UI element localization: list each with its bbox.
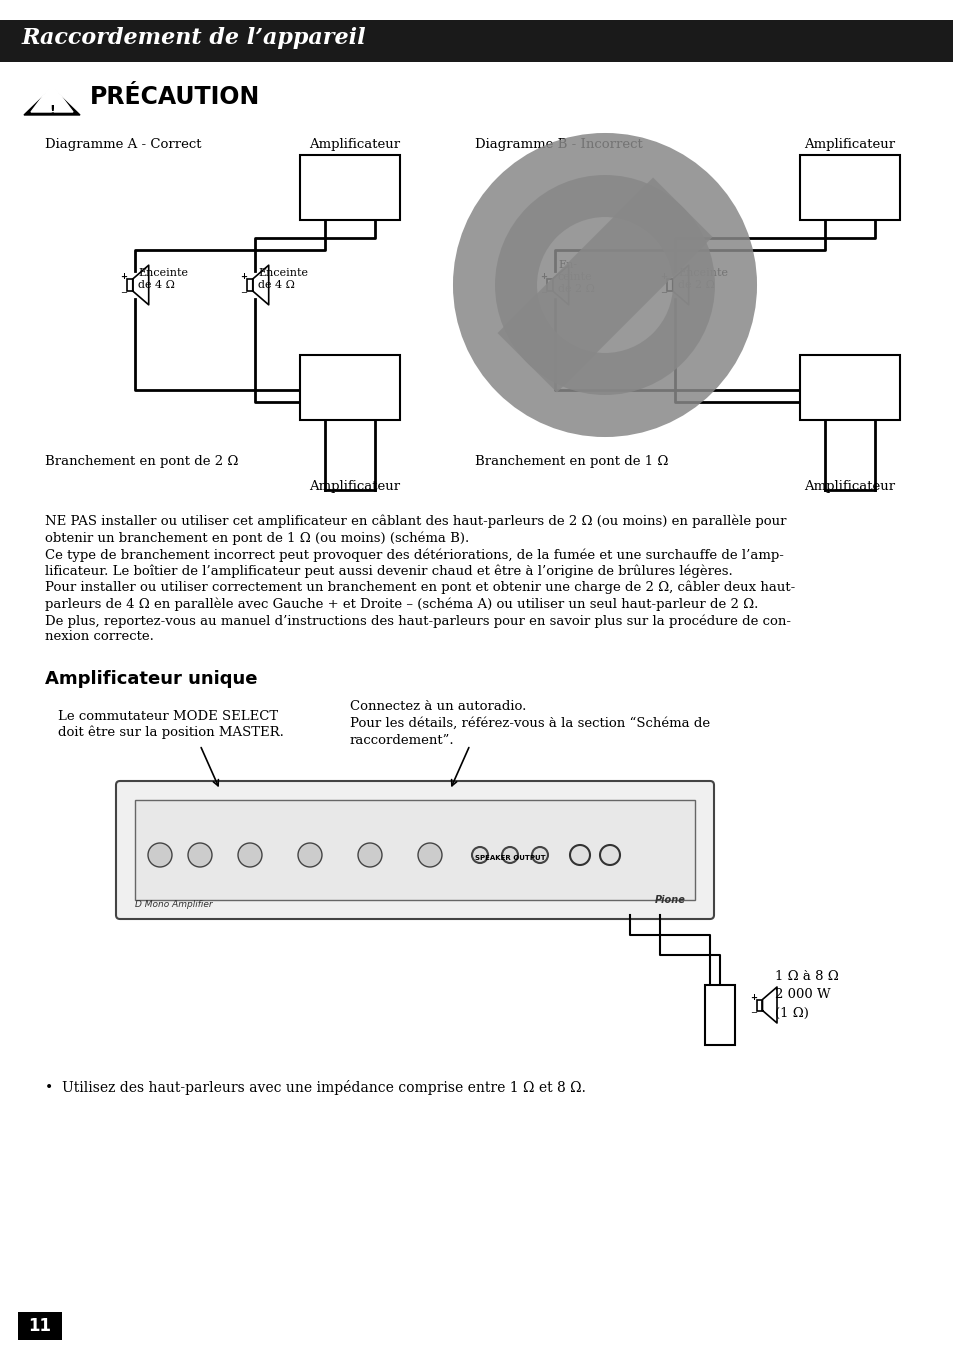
Bar [757,1000,761,1011]
Bar [800,355,899,420]
Bar [18,1312,62,1340]
Circle shape [599,846,619,864]
Text: En-
ceinte
de 2 Ω: En- ceinte de 2 Ω [558,260,595,294]
Polygon shape [552,266,568,305]
Text: PRÉCAUTION: PRÉCAUTION [90,85,260,108]
Text: nexion correcte.: nexion correcte. [45,630,153,644]
Bar [704,985,734,1045]
Circle shape [569,846,589,864]
Text: +: + [539,272,546,282]
Text: 11: 11 [29,1317,51,1335]
Text: −: − [539,289,546,298]
Text: obtenir un branchement en pont de 1 Ω (ou moins) (schéma B).: obtenir un branchement en pont de 1 Ω (o… [45,531,469,545]
Bar [547,279,552,291]
Bar [800,154,899,220]
Bar [135,799,695,900]
Text: Enceinte
de 2 Ω: Enceinte de 2 Ω [678,268,727,290]
Text: +: + [749,993,757,1001]
Text: Enceinte
de 4 Ω: Enceinte de 4 Ω [257,268,308,290]
Text: Diagramme A - Correct: Diagramme A - Correct [45,138,201,150]
Text: Pour installer ou utiliser correctement un branchement en pont et obtenir une ch: Pour installer ou utiliser correctement … [45,581,795,595]
Circle shape [237,843,262,867]
Text: Amplificateur: Amplificateur [803,480,895,493]
Text: Pione: Pione [655,896,685,905]
Text: −: − [120,289,127,298]
Circle shape [472,847,488,863]
Text: NE PAS installer ou utiliser cet amplificateur en câblant des haut-parleurs de 2: NE PAS installer ou utiliser cet amplifi… [45,515,785,528]
Text: SPEAKER OUTPUT: SPEAKER OUTPUT [475,855,545,860]
Text: Branchement en pont de 2 Ω: Branchement en pont de 2 Ω [45,455,238,467]
FancyBboxPatch shape [116,780,713,919]
Text: +: + [120,272,127,282]
Text: Amplificateur unique: Amplificateur unique [45,669,257,688]
Text: •  Utilisez des haut-parleurs avec une impédance comprise entre 1 Ω et 8 Ω.: • Utilisez des haut-parleurs avec une im… [45,1080,585,1095]
Circle shape [417,843,441,867]
Text: Raccordement de l’appareil: Raccordement de l’appareil [22,27,366,49]
Circle shape [148,843,172,867]
Bar [299,154,399,220]
Text: −: − [659,289,666,298]
Bar [666,279,672,291]
Text: parleurs de 4 Ω en parallèle avec Gauche + et Droite – (schéma A) ou utiliser un: parleurs de 4 Ω en parallèle avec Gauche… [45,598,758,611]
Text: Amplificateur: Amplificateur [803,138,895,150]
Text: −: − [239,289,247,298]
Text: !: ! [49,103,55,117]
Text: lificateur. Le boîtier de l’amplificateur peut aussi devenir chaud et être à l’o: lificateur. Le boîtier de l’amplificateu… [45,565,732,579]
Text: D Mono Amplifier: D Mono Amplifier [135,900,213,909]
Text: Branchement en pont de 1 Ω: Branchement en pont de 1 Ω [475,455,668,467]
Polygon shape [253,266,269,305]
Text: +: + [659,272,666,282]
Polygon shape [672,266,688,305]
Bar [299,355,399,420]
Text: 1 Ω à 8 Ω
2 000 W
(1 Ω): 1 Ω à 8 Ω 2 000 W (1 Ω) [774,970,838,1019]
Text: Le commutateur MODE SELECT
doit être sur la position MASTER.: Le commutateur MODE SELECT doit être sur… [58,710,284,738]
Text: +: + [239,272,247,282]
Circle shape [532,847,547,863]
Circle shape [357,843,381,867]
Circle shape [297,843,322,867]
Text: Connectez à un autoradio.
Pour les détails, référez-vous à la section “Schéma de: Connectez à un autoradio. Pour les détai… [350,701,709,747]
Text: Amplificateur: Amplificateur [309,138,400,150]
Circle shape [188,843,212,867]
Bar [127,279,132,291]
Bar [0,20,953,62]
Text: −: − [749,1008,757,1018]
Polygon shape [30,84,73,112]
Polygon shape [761,986,776,1023]
Text: Amplificateur: Amplificateur [309,480,400,493]
Text: Enceinte
de 4 Ω: Enceinte de 4 Ω [138,268,188,290]
Text: De plus, reportez-vous au manuel d’instructions des haut-parleurs pour en savoir: De plus, reportez-vous au manuel d’instr… [45,614,790,627]
Polygon shape [132,266,149,305]
Text: Diagramme B - Incorrect: Diagramme B - Incorrect [475,138,642,150]
Circle shape [501,847,517,863]
Bar [247,279,253,291]
Polygon shape [24,88,80,115]
Text: Ce type de branchement incorrect peut provoquer des détériorations, de la fumée : Ce type de branchement incorrect peut pr… [45,547,783,561]
Circle shape [495,175,714,396]
